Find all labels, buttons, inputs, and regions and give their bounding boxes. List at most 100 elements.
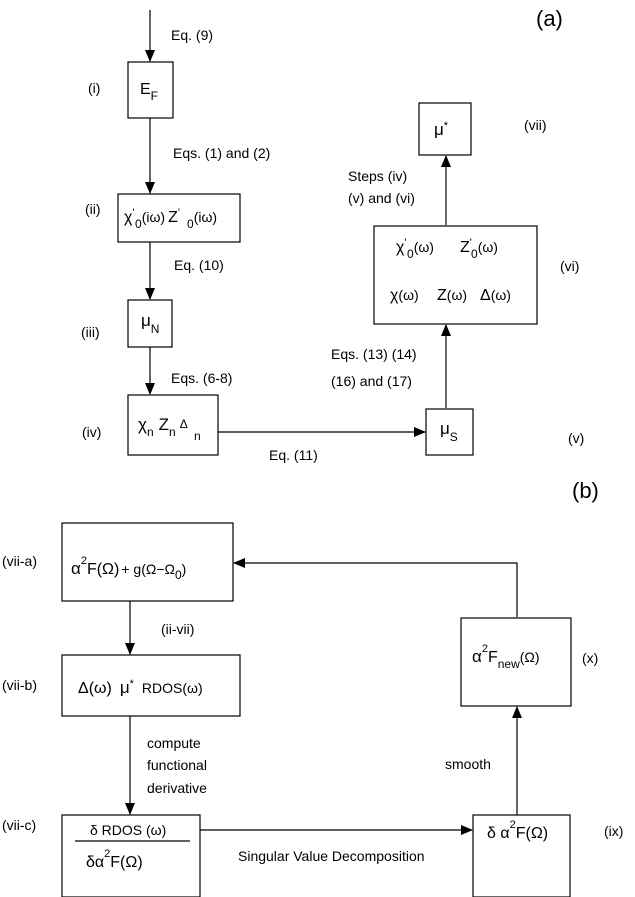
chi0-chi: χ [124, 209, 133, 226]
edge-label-eq11: Eq. (11) [269, 447, 318, 463]
svg-text:μS: μS [440, 419, 458, 444]
new-sub: new [498, 657, 520, 671]
dalpha-sup: 2 [510, 819, 516, 831]
edge-label-eqs-6-8: Eqs. (6-8) [171, 370, 232, 386]
box-mu-superconducting: μS [425, 408, 474, 456]
real-chi0-prime: ' [404, 237, 406, 249]
step-label-i: (i) [88, 80, 100, 96]
box-matsubara-functions: χn ZnΔn [127, 394, 219, 456]
z0-sub: 0 [187, 217, 194, 231]
svg-text:α2Fnew(Ω): α2Fnew(Ω) [472, 643, 540, 671]
edge-label-eqs-13-14: Eqs. (13) (14) [331, 346, 417, 362]
step-label-iii: (iii) [81, 324, 100, 340]
deriv-numerator: δ RDOS (ω) [90, 822, 166, 838]
ef-main: E [140, 81, 151, 98]
new-f: F [488, 649, 498, 666]
edge-label-eq9: Eq. (9) [171, 27, 213, 43]
dalpha-f: F(Ω) [516, 825, 548, 842]
z0-arg: (iω) [194, 209, 217, 225]
step-label-v: (v) [568, 430, 584, 446]
step-label-ix: (ix) [604, 823, 623, 839]
chin-sub2: n [169, 425, 176, 439]
step-label-vii: (vii) [524, 117, 547, 133]
chin-sub3: n [194, 429, 201, 443]
real-z0-arg: (ω) [478, 239, 498, 255]
new-sup: 2 [482, 643, 488, 655]
step-label-x: (x) [582, 650, 598, 666]
edge-label-derivative: derivative [147, 780, 207, 796]
step-label-ii: (ii) [85, 201, 101, 217]
edge-label-steps-v-vi: (v) and (vi) [348, 190, 415, 206]
viib-mu: μ [120, 678, 130, 697]
real-chi0-arg: (ω) [414, 239, 434, 255]
new-arg: (Ω) [520, 649, 540, 665]
chin-sub1: n [147, 425, 154, 439]
a2f-plus: + g(Ω−Ω [121, 561, 175, 577]
svg-text:Δ(ω)μ*RDOS(ω): Δ(ω) μ* RDOS(ω) [78, 678, 203, 697]
muS-sub: S [450, 430, 458, 444]
chin-chi: χ [138, 415, 147, 434]
svg-text:χ(ω)Z(ω)Δ(ω): χ(ω) Z(ω) Δ(ω) [390, 287, 511, 304]
svg-text:χ'0(iω)Z'0(iω): χ'0(iω) Z'0(iω) [124, 207, 217, 231]
chin-delta: Δ [180, 417, 188, 431]
step-label-iv: (iv) [82, 424, 101, 440]
edge-label-ii-vii: (ii-vii) [161, 621, 194, 637]
edge-label-eqs-16-17: (16) and (17) [331, 373, 412, 389]
panel-b-label: (b) [572, 478, 599, 503]
deriv-den-delta: δα [86, 854, 104, 871]
new-alpha: α [472, 647, 482, 666]
a2f-sub: 0 [175, 568, 182, 582]
box-mu-star: μ* [418, 102, 472, 156]
real-chi-arg: (ω) [398, 287, 418, 303]
svg-text:δ α2F(Ω): δ α2F(Ω) [487, 819, 548, 842]
real-chi0: χ [396, 239, 405, 256]
step-label-vii-c: (vii-c) [2, 817, 36, 833]
step-label-vii-b: (vii-b) [2, 677, 37, 693]
step-label-vii-a: (vii-a) [2, 553, 37, 569]
box-fermi-energy: EF [127, 61, 174, 119]
chi0-arg: (iω) [142, 209, 165, 225]
edge-label-functional: functional [147, 757, 207, 773]
real-z-arg: (ω) [447, 287, 467, 303]
chi0-prime: ' [132, 207, 134, 219]
step-label-vi: (vi) [560, 258, 579, 274]
mustar-mu: μ [434, 120, 444, 139]
box-mu-normal: μN [127, 299, 173, 348]
real-chi0-sub: 0 [407, 247, 414, 261]
edge-label-eq10: Eq. (10) [174, 257, 224, 273]
real-z0-prime: ' [470, 237, 472, 249]
real-z0-sub: 0 [471, 247, 478, 261]
real-z: Z [437, 287, 447, 304]
a2f-alpha: α [71, 559, 81, 578]
panel-a-label: (a) [536, 6, 563, 31]
viib-star: * [130, 678, 135, 690]
muN-sub: N [151, 322, 160, 336]
svg-text:μ*: μ* [434, 120, 449, 139]
box-gap-mustar-rdos: Δ(ω) μ* RDOS(ω) [61, 654, 241, 717]
edge-label-eqs-1-2: Eqs. (1) and (2) [173, 145, 270, 161]
chi0-sub: 0 [135, 217, 142, 231]
box-trial-spectral-function: α2F(Ω) + g(Ω−Ω0) [61, 522, 234, 602]
viib-delta: Δ(ω) [78, 680, 112, 697]
edge-label-smooth: smooth [445, 756, 491, 772]
box-new-spectral-function: α2Fnew(Ω) [460, 617, 572, 707]
muS-mu: μ [440, 419, 450, 438]
chin-z: Z [159, 415, 169, 434]
real-chi: χ [390, 287, 399, 304]
box-imaginary-axis-functions: χ'0(iω) Z'0(iω) [117, 193, 241, 243]
z0-prime: ' [178, 207, 180, 219]
box-spectral-change: δ α2F(Ω) [472, 814, 571, 897]
deriv-den-f: F(Ω) [110, 854, 142, 871]
svg-text:δα2F(Ω): δα2F(Ω) [86, 848, 143, 871]
edge-label-svd: Singular Value Decomposition [238, 848, 425, 864]
edge-label-compute: compute [147, 735, 201, 751]
mustar-star: * [444, 120, 449, 132]
real-delta: Δ [480, 287, 491, 304]
real-z0: Z [460, 239, 470, 256]
muN-mu: μ [141, 311, 151, 330]
dalpha-delta: δ α [487, 825, 510, 842]
edge-label-steps-iv: Steps (iv) [348, 168, 407, 184]
deriv-den-sup: 2 [104, 848, 110, 860]
a2f-close: ) [182, 561, 187, 577]
